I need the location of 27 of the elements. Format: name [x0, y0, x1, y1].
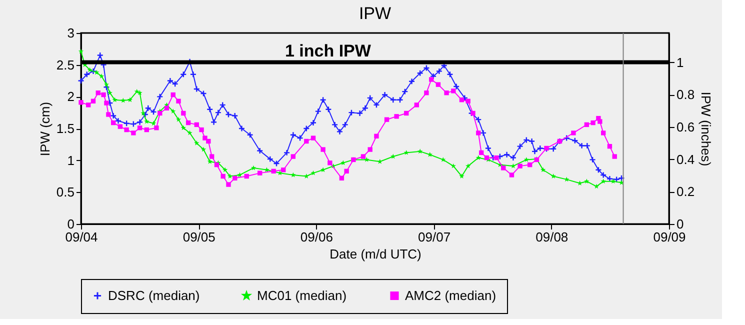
x-tick-label: 09/09 [653, 230, 686, 244]
y-tick-label: 0 [67, 216, 74, 232]
y2-tick-label: 0.2 [676, 184, 695, 200]
y-tick-label: 2.5 [56, 57, 74, 72]
x-tick-label: 09/06 [300, 230, 333, 244]
y-tick-label: 2 [67, 89, 74, 104]
x-tick-label: 09/05 [182, 230, 216, 244]
y2-tick-label: 0.6 [676, 119, 695, 134]
x-tick-label: 09/07 [418, 230, 451, 244]
x-axis-title: Date (m/d UTC) [330, 246, 422, 262]
y-tick-label: 1 [67, 152, 74, 168]
y2-tick-label: 1 [676, 54, 684, 70]
legend-label: DSRC (median) [108, 288, 200, 303]
y2-axis-title: IPW (inches) [698, 92, 714, 166]
ref-line-label: 1 inch IPW [284, 41, 372, 60]
x-tick-label: 09/04 [65, 230, 98, 244]
legend-label: MC01 (median) [257, 288, 347, 303]
legend-label: AMC2 (median) [405, 288, 496, 303]
x-tick-label: 09/08 [536, 230, 568, 244]
y-tick-label: 0.5 [56, 184, 74, 200]
y2-tick-label: 0.8 [676, 87, 695, 102]
chart-title: IPW [358, 4, 392, 23]
y2-tick-label: 0.4 [676, 152, 695, 167]
y-tick-label: 1.5 [56, 121, 74, 136]
y-axis-title: IPW (cm) [37, 102, 52, 156]
y2-tick-label: 0 [676, 216, 684, 232]
y-tick-label: 3 [67, 26, 74, 40]
